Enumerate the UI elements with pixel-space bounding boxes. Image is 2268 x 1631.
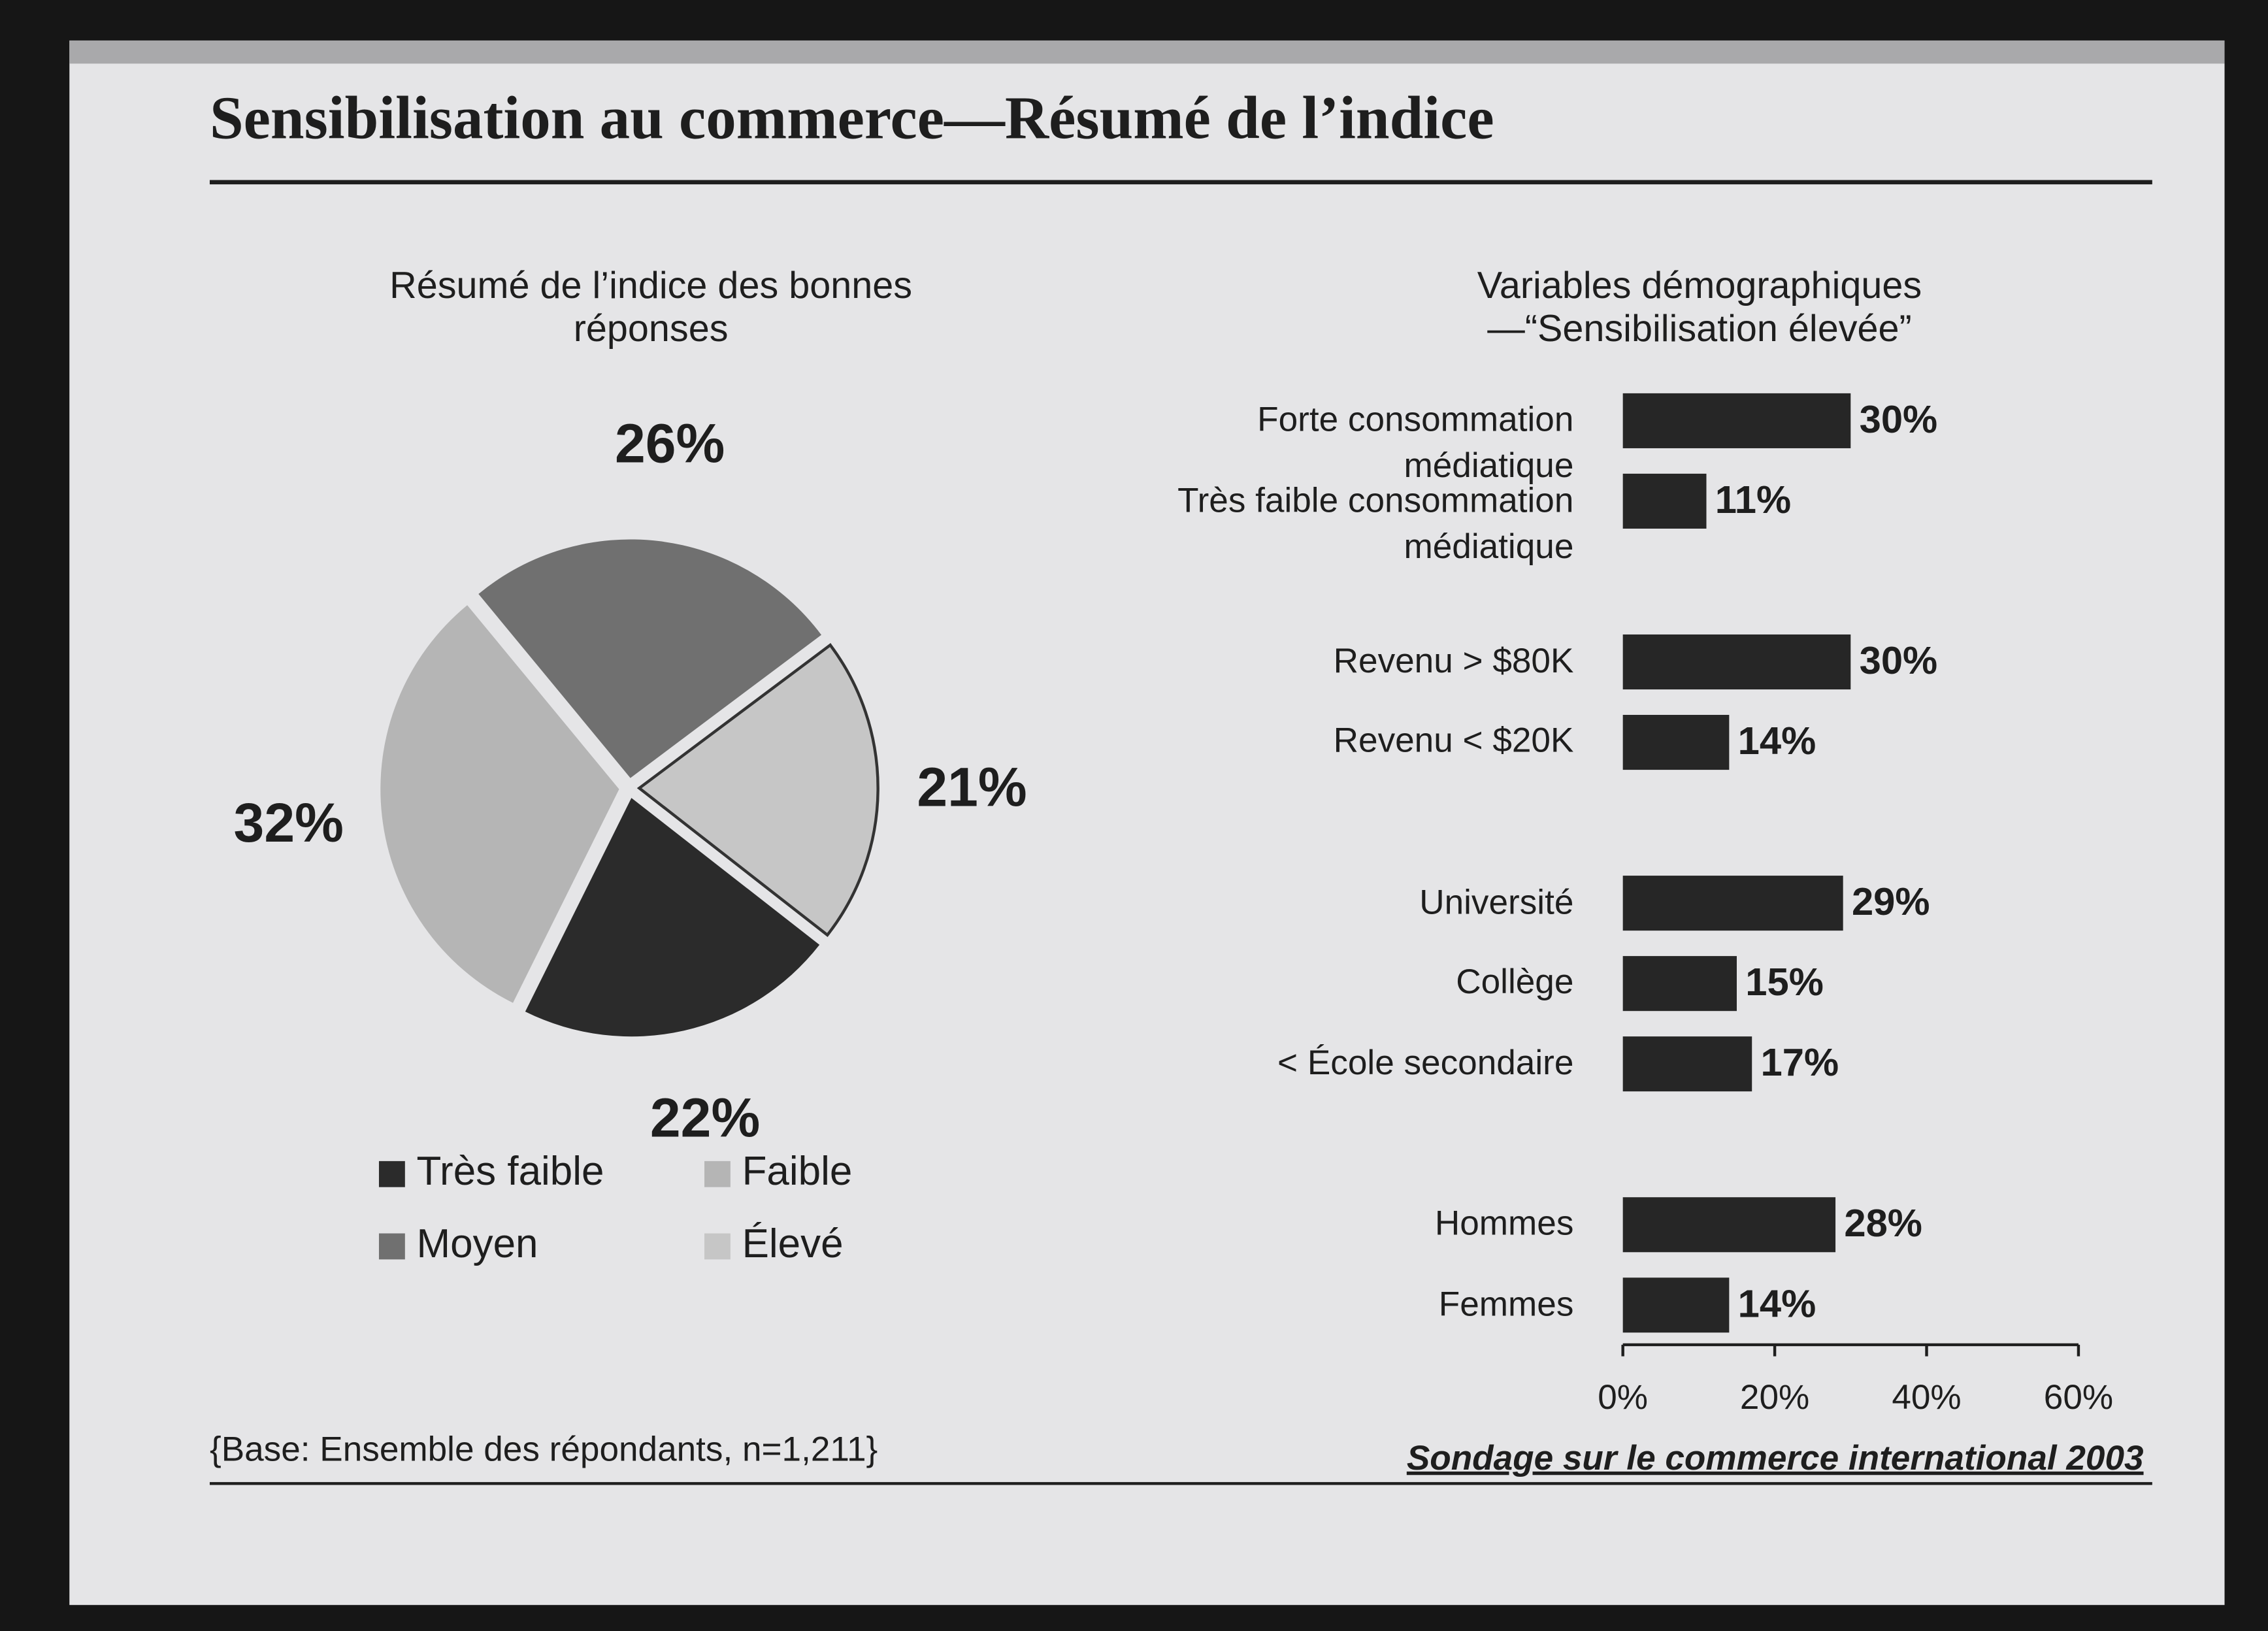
legend-label: Faible <box>742 1149 853 1194</box>
bar-value-label: 28% <box>1844 1201 1922 1245</box>
legend-label: Élevé <box>742 1221 844 1266</box>
legend-swatch <box>378 1233 405 1260</box>
top-band <box>69 40 2225 64</box>
category-label: < École secondaire <box>1277 1044 1574 1083</box>
bar-value-label: 14% <box>1738 719 1816 763</box>
page-title: Sensibilisation au commerce—Résumé de l’… <box>210 85 1494 152</box>
pie-value-label: 26% <box>615 412 725 474</box>
pie-value-label: 21% <box>917 756 1027 817</box>
bar <box>1622 634 1851 690</box>
bar-value-label: 30% <box>1860 397 1938 441</box>
bar <box>1622 1197 1836 1253</box>
bar-title: Variables démographiques—“Sensibilisatio… <box>1477 263 1922 350</box>
bar-value-label: 29% <box>1852 880 1930 923</box>
legend-label: Très faible <box>417 1149 604 1194</box>
pie-value-label: 22% <box>650 1087 760 1149</box>
legend-swatch <box>704 1233 731 1260</box>
category-label: Femmes <box>1438 1285 1574 1325</box>
x-tick-label: 20% <box>1740 1378 1809 1417</box>
category-label: Forte consommation médiatique <box>1257 400 1574 486</box>
bar-value-label: 15% <box>1745 960 1824 1004</box>
bar-value-label: 30% <box>1860 638 1938 682</box>
bar-value-label: 14% <box>1738 1281 1816 1325</box>
legend-swatch <box>704 1161 731 1187</box>
bar-value-label: 11% <box>1715 478 1791 521</box>
bar <box>1622 393 1851 448</box>
x-tick-label: 40% <box>1892 1378 1961 1417</box>
category-label: Université <box>1419 883 1574 922</box>
category-label: Collège <box>1456 963 1574 1002</box>
pie-value-label: 32% <box>234 792 344 853</box>
bar <box>1622 876 1843 931</box>
category-label: Revenu < $20K <box>1333 722 1574 761</box>
x-tick-label: 60% <box>2044 1378 2113 1417</box>
bar <box>1622 956 1737 1012</box>
bar <box>1622 715 1730 770</box>
bar <box>1622 473 1707 529</box>
pie-title: Résumé de l’indice des bonnes réponses <box>389 263 913 350</box>
x-tick-label: 0% <box>1598 1378 1648 1417</box>
category-label: Hommes <box>1434 1204 1574 1244</box>
category-label: Revenu > $80K <box>1333 642 1574 681</box>
bar <box>1622 1277 1730 1333</box>
bar-value-label: 17% <box>1761 1040 1839 1084</box>
pie-slice <box>380 605 619 1003</box>
category-label: Très faible consommation médiatique <box>1177 480 1574 567</box>
base-note: {Base: Ensemble des répondants, n=1,211} <box>210 1430 878 1469</box>
pie-slice <box>478 539 822 778</box>
legend-label: Moyen <box>417 1221 538 1266</box>
source: Sondage sur le commerce international 20… <box>1407 1439 2144 1477</box>
pie-slice <box>525 798 820 1037</box>
pie-slice <box>636 643 879 938</box>
bar <box>1622 1036 1752 1092</box>
legend-swatch <box>378 1161 405 1187</box>
